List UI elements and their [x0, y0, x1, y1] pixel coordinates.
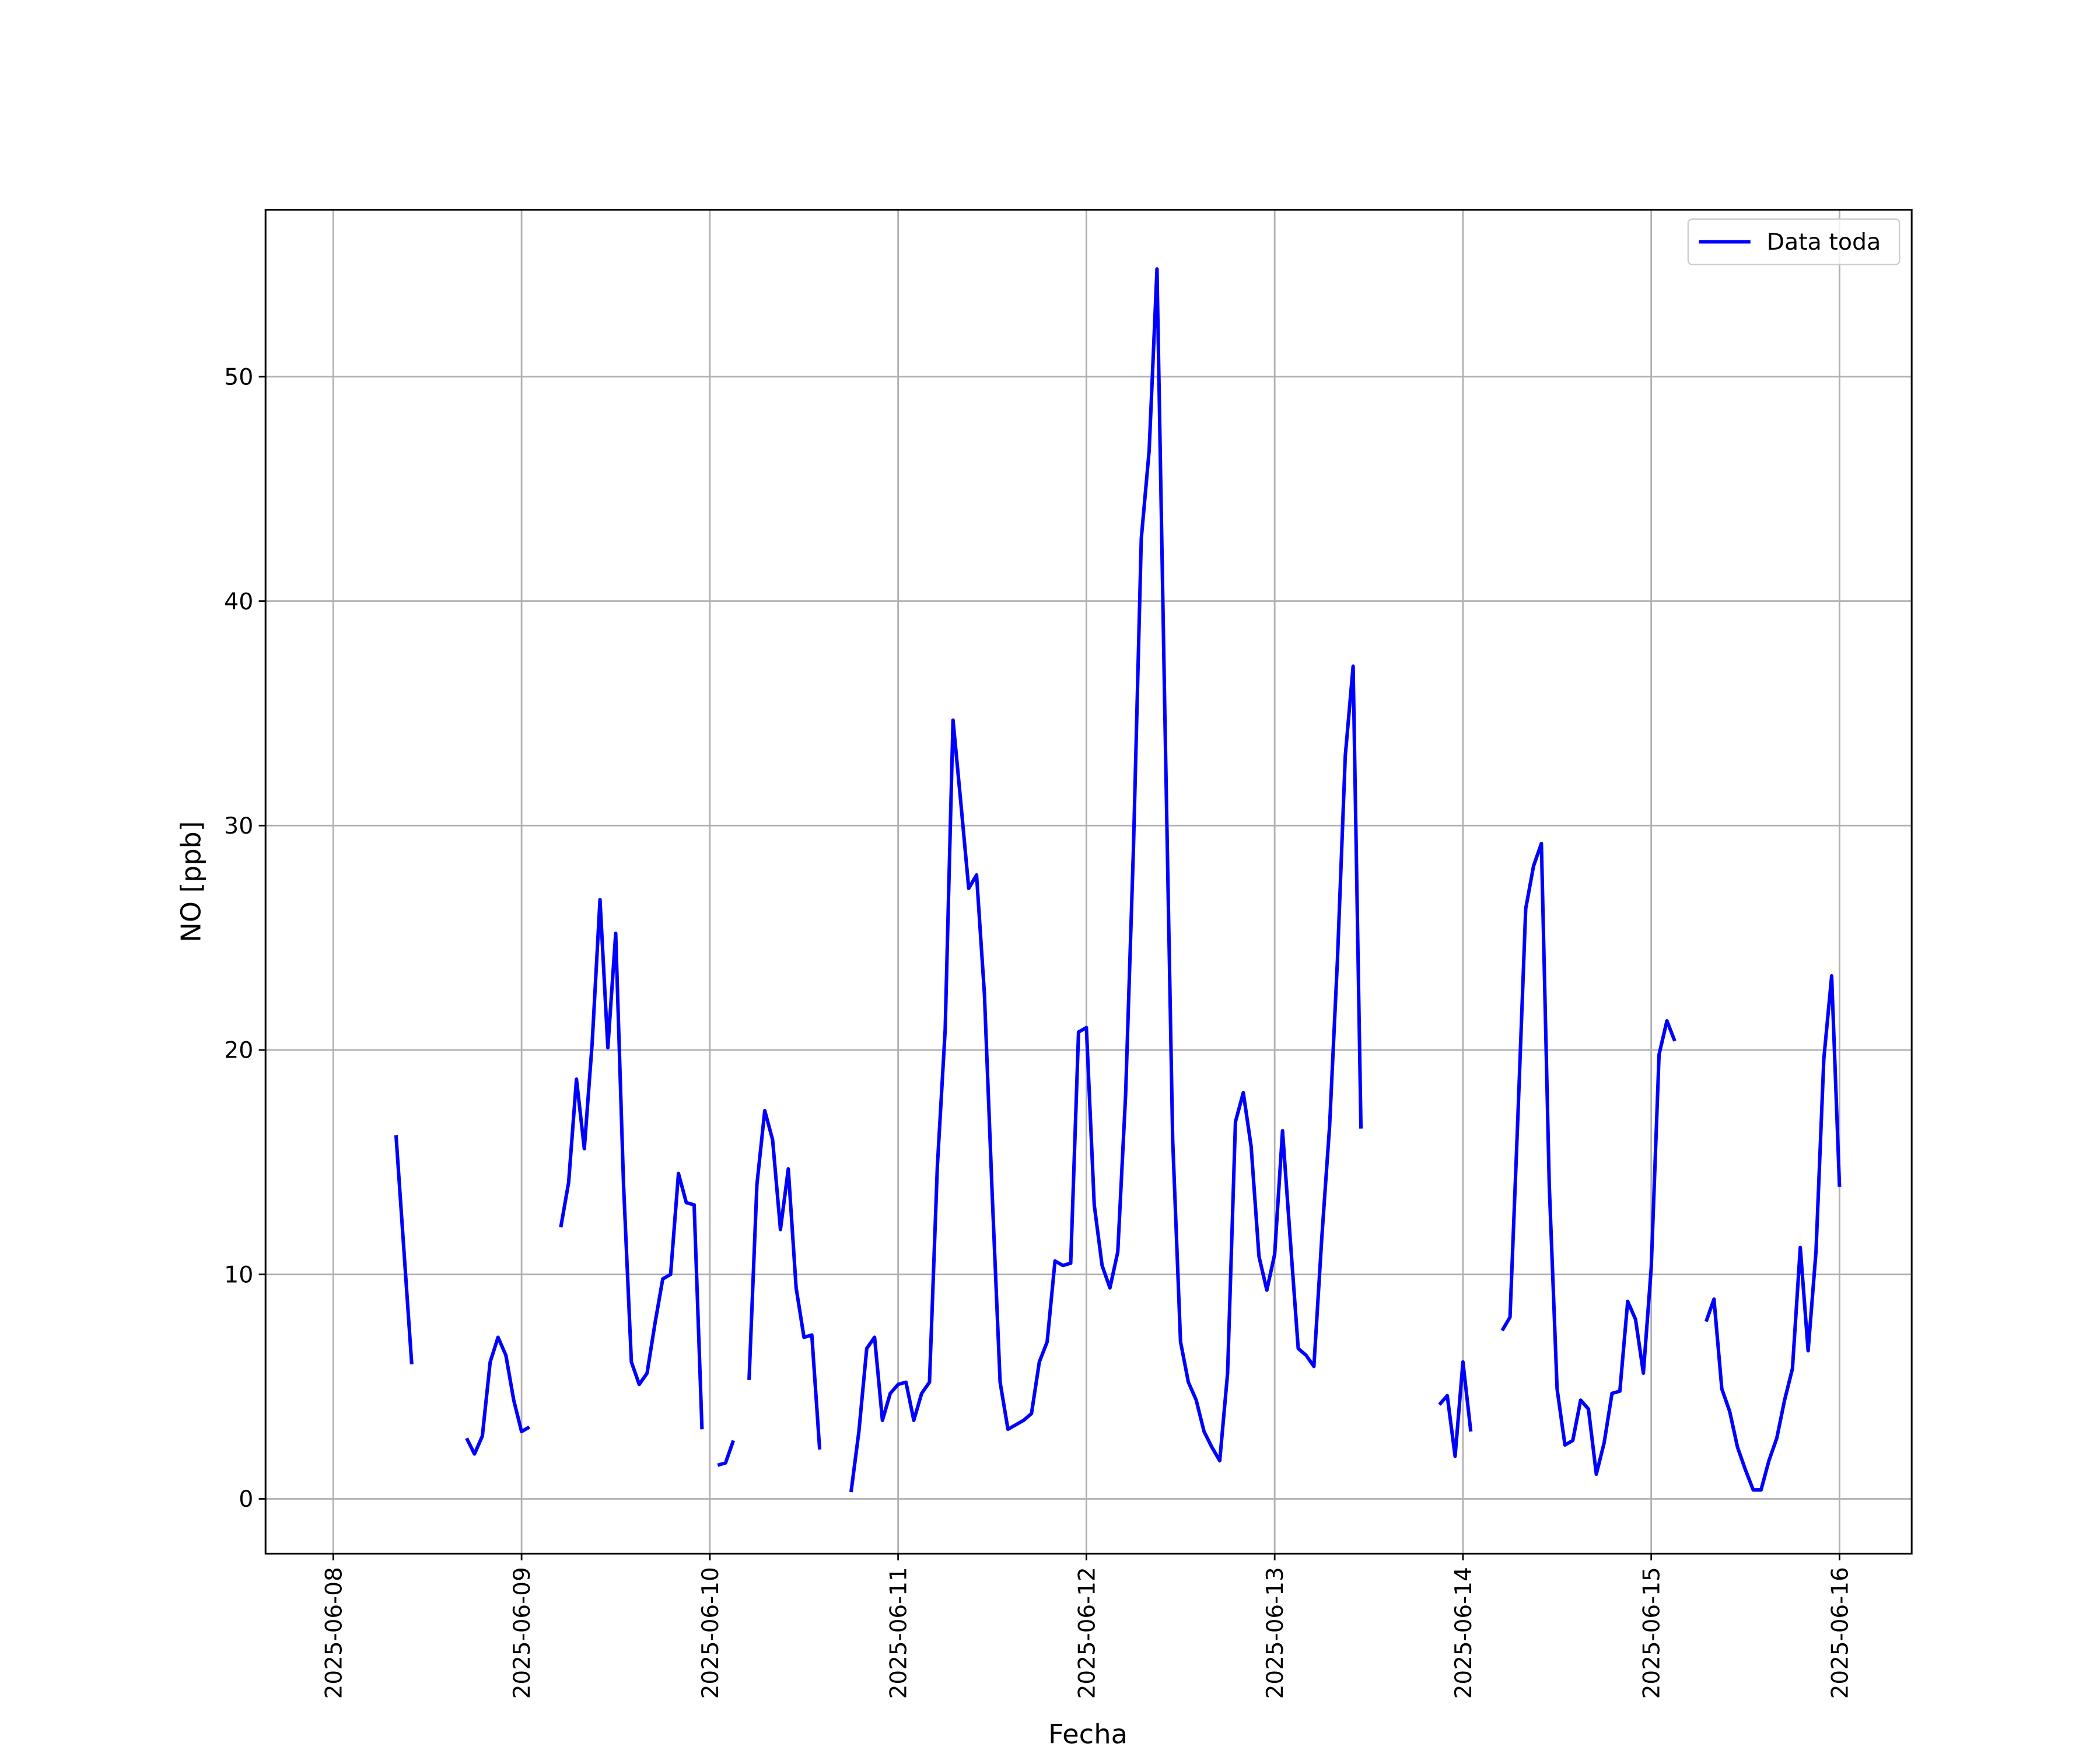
y-tick-label: 40	[224, 589, 253, 615]
x-axis-label: Fecha	[1048, 1718, 1128, 1750]
y-tick-label: 0	[239, 1486, 253, 1513]
legend-box	[1687, 218, 1901, 265]
x-tick-label: 2025-06-13	[1262, 1567, 1289, 1699]
data-line	[394, 267, 1842, 1493]
x-tick-label: 2025-06-09	[509, 1567, 536, 1699]
legend-label: Data toda	[1767, 229, 1881, 256]
y-tick-label: 50	[224, 365, 253, 391]
x-tick-label: 2025-06-11	[886, 1567, 912, 1699]
x-tick-label: 2025-06-15	[1639, 1567, 1665, 1699]
y-axis-label: NO [ppb]	[175, 821, 206, 943]
y-tick-label: 10	[224, 1262, 253, 1289]
y-tick-label: 20	[224, 1038, 253, 1064]
x-tick-label: 2025-06-08	[321, 1567, 347, 1699]
x-tick-label: 2025-06-16	[1827, 1567, 1853, 1699]
y-tick-label: 30	[224, 813, 253, 839]
x-tick-label: 2025-06-10	[698, 1567, 724, 1699]
legend: Data toda	[1687, 218, 1901, 265]
x-tick-label: 2025-06-14	[1451, 1567, 1477, 1699]
plot-frame	[264, 209, 1913, 1555]
x-tick-label: 2025-06-12	[1074, 1567, 1100, 1699]
